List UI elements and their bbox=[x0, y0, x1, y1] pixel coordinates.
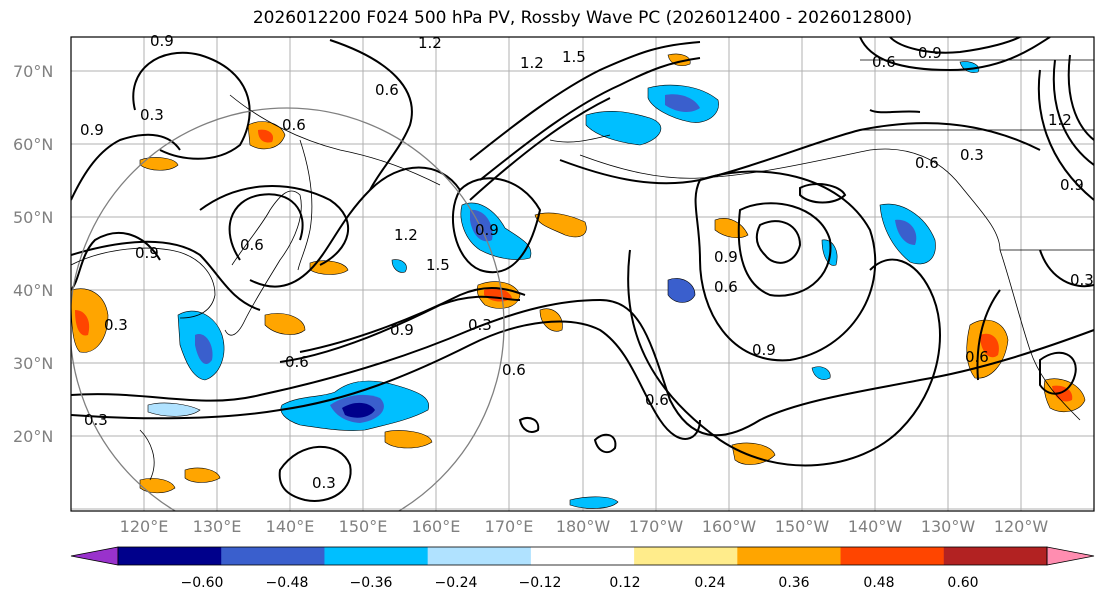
lon-label-120e: 120°E bbox=[119, 517, 169, 536]
contour-label-0.6: 0.6 bbox=[282, 116, 306, 134]
positive-anomaly-regions bbox=[71, 53, 1086, 494]
colorbar-tick: 0.48 bbox=[863, 575, 895, 591]
contour-label-1.5: 1.5 bbox=[426, 256, 450, 274]
contour-label-0.9: 0.9 bbox=[475, 221, 499, 239]
lat-label-40n: 40°N bbox=[13, 281, 54, 300]
contour-label-0.9: 0.9 bbox=[714, 248, 738, 266]
negative-anomaly-regions bbox=[147, 61, 980, 509]
contour-label-0.3: 0.3 bbox=[140, 106, 164, 124]
contour-label-0.3: 0.3 bbox=[468, 316, 492, 334]
lon-label-140w: 140°W bbox=[847, 517, 903, 536]
graticule bbox=[71, 37, 1094, 511]
contour-label-0.3: 0.3 bbox=[960, 146, 984, 164]
lon-label-160e: 160°E bbox=[411, 517, 461, 536]
contour-label-1.5: 1.5 bbox=[562, 48, 586, 66]
lon-label-150w: 150°W bbox=[774, 517, 830, 536]
lon-label-130w: 130°W bbox=[920, 517, 976, 536]
coastlines bbox=[71, 59, 1094, 481]
contour-label-0.3: 0.3 bbox=[1070, 271, 1094, 289]
colorbar-tick: 0.60 bbox=[947, 575, 979, 591]
contour-label-0.3: 0.3 bbox=[104, 316, 128, 334]
lon-label-150e: 150°E bbox=[338, 517, 388, 536]
lat-label-60n: 60°N bbox=[13, 135, 54, 154]
lat-label-20n: 20°N bbox=[13, 427, 54, 446]
colorbar-tick: −0.36 bbox=[349, 575, 393, 591]
lat-label-70n: 70°N bbox=[13, 62, 54, 81]
contour-label-1.2: 1.2 bbox=[520, 54, 544, 72]
contour-label-0.6: 0.6 bbox=[965, 348, 989, 366]
contour-label-0.6: 0.6 bbox=[502, 361, 526, 379]
colorbar-tick: 0.12 bbox=[609, 575, 641, 591]
map-frame bbox=[70, 36, 1095, 512]
colorbar-tick: −0.60 bbox=[180, 575, 224, 591]
colorbar-tick: −0.48 bbox=[265, 575, 309, 591]
colorbar-tick: 0.36 bbox=[778, 575, 810, 591]
contour-label-0.6: 0.6 bbox=[285, 353, 309, 371]
contour-label-0.9: 0.9 bbox=[135, 244, 159, 262]
contour-label-0.9: 0.9 bbox=[80, 121, 104, 139]
colorbar-tick: −0.12 bbox=[518, 575, 562, 591]
colorbar-tick: 0.24 bbox=[694, 575, 726, 591]
contour-label-0.6: 0.6 bbox=[240, 236, 264, 254]
lon-label-130e: 130°E bbox=[192, 517, 242, 536]
map-title: 2026012200 F024 500 hPa PV, Rossby Wave … bbox=[252, 8, 913, 28]
lat-label-50n: 50°N bbox=[13, 208, 54, 227]
lat-label-30n: 30°N bbox=[13, 354, 54, 373]
contour-label-1.2: 1.2 bbox=[394, 226, 418, 244]
contour-label-0.9: 0.9 bbox=[1060, 176, 1084, 194]
lon-label-180w: 180°W bbox=[555, 517, 611, 536]
contour-label-1.2: 1.2 bbox=[1048, 111, 1072, 129]
contour-label-0.9: 0.9 bbox=[752, 341, 776, 359]
contour-label-0.9: 0.9 bbox=[390, 321, 414, 339]
rossby-wave-reference-circle bbox=[71, 107, 505, 511]
lon-label-160w: 160°W bbox=[701, 517, 757, 536]
pv-contours bbox=[71, 37, 1094, 502]
lon-label-170e: 170°E bbox=[484, 517, 534, 536]
contour-label-1.2: 1.2 bbox=[418, 34, 442, 52]
colorbar-tick: −0.24 bbox=[434, 575, 478, 591]
contour-label-0.6: 0.6 bbox=[645, 391, 669, 409]
contour-label-0.3: 0.3 bbox=[84, 411, 108, 429]
contour-label-0.6: 0.6 bbox=[375, 81, 399, 99]
contour-label-0.6: 0.6 bbox=[872, 53, 896, 71]
contour-label-0.6: 0.6 bbox=[714, 278, 738, 296]
lon-label-120w: 120°W bbox=[993, 517, 1049, 536]
lon-label-140e: 140°E bbox=[265, 517, 315, 536]
contour-label-0.3: 0.3 bbox=[312, 474, 336, 492]
contour-label-0.6: 0.6 bbox=[915, 154, 939, 172]
contour-value-labels: 0.9 0.9 0.9 0.6 1.2 1.2 1.5 0.6 0.3 0.3 … bbox=[80, 32, 1094, 492]
contour-label-0.9: 0.9 bbox=[918, 44, 942, 62]
contour-label-0.9: 0.9 bbox=[150, 32, 174, 50]
lon-label-170w: 170°W bbox=[628, 517, 684, 536]
